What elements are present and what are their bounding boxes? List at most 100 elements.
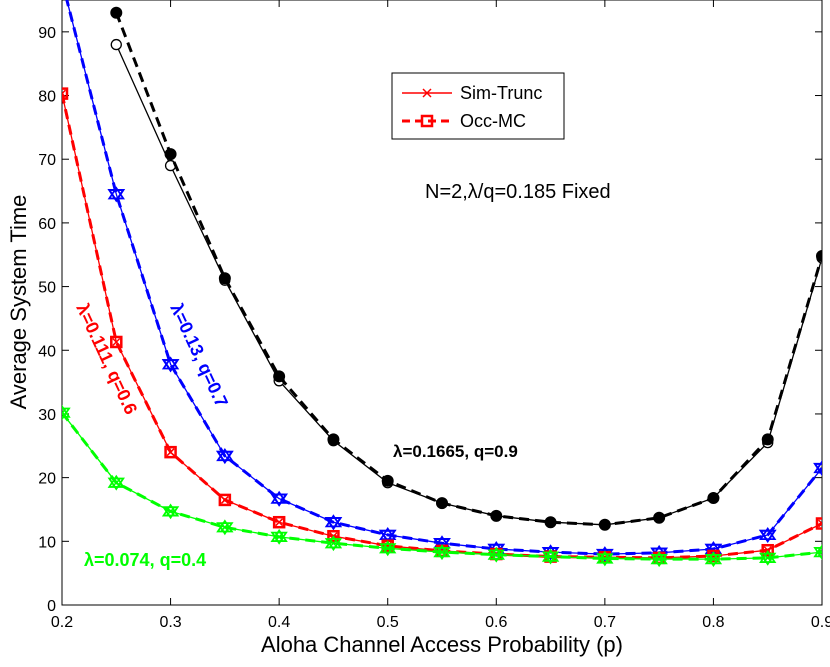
data-point <box>379 543 397 557</box>
annotation-black-curve: λ=0.1665, q=0.9 <box>393 442 518 461</box>
data-point <box>759 549 777 563</box>
data-point <box>272 515 286 529</box>
x-axis-ticks: 0.2 0.3 0.4 0.5 0.6 0.7 0.8 0.9 <box>51 0 830 631</box>
data-point <box>161 356 180 370</box>
series-7 <box>62 404 822 568</box>
y-tick-label: 90 <box>38 25 56 42</box>
data-point <box>327 529 340 543</box>
series-line <box>65 0 822 556</box>
x-tick-label: 0.6 <box>485 614 507 631</box>
data-point <box>324 538 343 552</box>
series-1 <box>110 6 822 531</box>
data-point <box>110 335 123 349</box>
data-point <box>650 551 668 565</box>
y-tick-label: 80 <box>38 89 56 106</box>
data-point <box>216 448 234 462</box>
data-point <box>110 38 122 51</box>
data-point <box>273 370 286 383</box>
legend-marker-x <box>422 88 432 98</box>
data-point <box>62 87 69 100</box>
y-tick-label: 30 <box>38 407 56 424</box>
legend: Sim-Trunc Occ-MC <box>391 72 565 140</box>
data-point <box>487 546 505 560</box>
data-point <box>381 474 394 487</box>
data-point <box>541 548 560 562</box>
data-point <box>216 450 234 464</box>
data-point <box>813 544 822 558</box>
x-tick-label: 0.2 <box>51 614 73 631</box>
data-point <box>490 509 503 522</box>
data-point <box>218 272 231 285</box>
x-tick-label: 0.3 <box>159 614 181 631</box>
data-point <box>379 527 397 541</box>
data-point <box>62 407 71 421</box>
data-point <box>759 527 777 541</box>
data-point <box>541 551 560 565</box>
data-point <box>707 549 720 563</box>
x-tick-label: 0.9 <box>811 614 830 631</box>
y-axis-ticks: 0 10 20 30 40 50 60 70 80 90 <box>38 25 822 615</box>
data-point <box>324 517 343 531</box>
data-point <box>813 462 822 477</box>
data-point <box>704 554 723 568</box>
data-point <box>218 493 232 507</box>
data-point <box>813 547 822 561</box>
y-tick-label: 50 <box>38 280 56 297</box>
legend-label-sim-trunc: Sim-Trunc <box>460 83 542 103</box>
data-point <box>379 529 397 543</box>
annotation-green-curve: λ=0.074, q=0.4 <box>84 550 206 570</box>
data-point <box>270 531 288 545</box>
series-3 <box>65 0 822 562</box>
data-point <box>433 544 451 558</box>
data-point <box>544 516 557 529</box>
y-tick-label: 60 <box>38 216 56 233</box>
y-tick-label: 40 <box>38 343 56 360</box>
x-tick-label: 0.7 <box>594 614 616 631</box>
x-tick-label: 0.5 <box>377 614 399 631</box>
legend-marker-square <box>420 114 434 128</box>
data-point <box>270 490 288 504</box>
series-line <box>114 12 822 527</box>
data-point <box>759 529 777 543</box>
data-point <box>324 514 343 528</box>
data-point <box>433 547 451 561</box>
data-point <box>107 189 125 203</box>
series-line <box>62 411 822 561</box>
y-tick-label: 10 <box>38 534 56 551</box>
x-tick-label: 0.4 <box>268 614 290 631</box>
data-point <box>107 186 125 200</box>
data-point <box>761 543 774 557</box>
data-point <box>653 511 666 524</box>
data-point <box>816 250 822 263</box>
data-point <box>487 549 505 563</box>
data-point <box>110 6 123 19</box>
data-point <box>161 359 180 373</box>
y-axis-label: Average System Time <box>6 195 31 410</box>
y-tick-label: 70 <box>38 152 56 169</box>
series-group <box>62 0 822 568</box>
data-point <box>270 528 288 542</box>
data-point <box>596 553 614 567</box>
data-point <box>596 550 614 564</box>
data-point <box>164 445 177 459</box>
y-tick-label: 20 <box>38 471 56 488</box>
data-point <box>433 538 451 552</box>
data-point <box>62 89 67 98</box>
data-point <box>327 433 340 446</box>
annotation-fixed: N=2,λ/q=0.185 Fixed <box>425 181 611 203</box>
data-point <box>761 433 774 446</box>
data-point <box>815 517 822 530</box>
legend-box <box>391 72 565 140</box>
data-point <box>216 519 234 533</box>
data-point <box>161 506 180 520</box>
data-point <box>216 522 234 536</box>
data-point <box>164 148 177 161</box>
data-point <box>270 493 288 507</box>
data-point <box>707 492 720 505</box>
data-point <box>436 497 448 510</box>
x-tick-label: 0.8 <box>702 614 724 631</box>
data-point <box>107 474 125 488</box>
x-axis-label: Aloha Channel Access Probability (p) <box>261 632 623 657</box>
data-point <box>379 540 397 554</box>
